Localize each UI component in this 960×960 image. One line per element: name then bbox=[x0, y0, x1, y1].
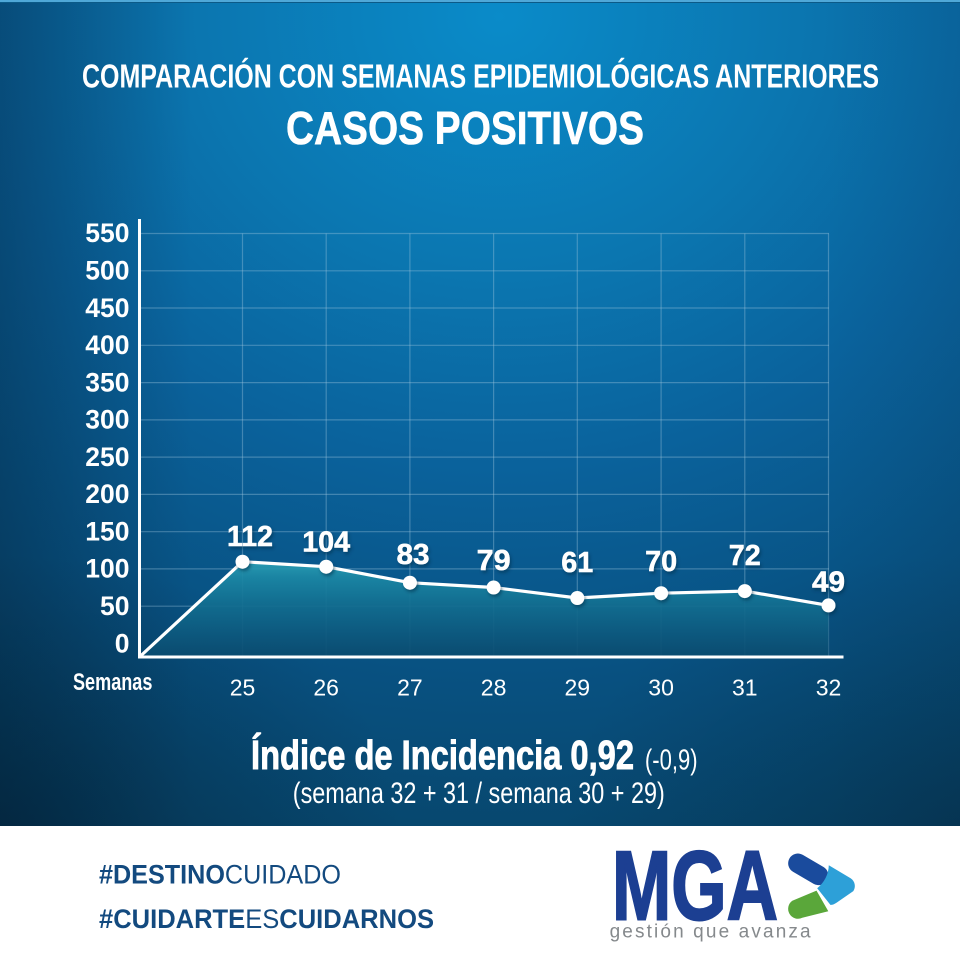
svg-text:Semanas: Semanas bbox=[73, 669, 152, 696]
svg-text:79: 79 bbox=[477, 545, 511, 577]
svg-text:0: 0 bbox=[115, 628, 130, 658]
svg-text:MGA: MGA bbox=[612, 831, 778, 941]
svg-text:450: 450 bbox=[85, 293, 129, 323]
svg-text:26: 26 bbox=[313, 675, 339, 701]
svg-text:150: 150 bbox=[85, 516, 129, 546]
svg-text:61: 61 bbox=[561, 547, 593, 579]
svg-text:100: 100 bbox=[85, 554, 129, 584]
svg-text:350: 350 bbox=[85, 367, 129, 397]
svg-text:104: 104 bbox=[302, 526, 350, 558]
svg-text:(semana 32 + 31 / semana 30 +: (semana 32 + 31 / semana 30 + 29) bbox=[293, 777, 665, 810]
svg-text:70: 70 bbox=[645, 546, 677, 578]
svg-text:400: 400 bbox=[85, 330, 129, 360]
svg-text:250: 250 bbox=[85, 442, 129, 472]
svg-text:COMPARACIÓN CON SEMANAS EPIDEM: COMPARACIÓN CON SEMANAS EPIDEMIOLÓGICAS … bbox=[82, 58, 879, 95]
svg-text:112: 112 bbox=[227, 521, 273, 553]
svg-text:83: 83 bbox=[397, 539, 430, 571]
svg-text:29: 29 bbox=[565, 675, 591, 701]
svg-text:#CUIDARTEESCUIDARNOS: #CUIDARTEESCUIDARNOS bbox=[99, 904, 434, 934]
svg-text:Índice de Incidencia 0,92: Índice de Incidencia 0,92 bbox=[251, 732, 634, 778]
svg-text:550: 550 bbox=[85, 218, 129, 248]
svg-text:31: 31 bbox=[732, 675, 758, 701]
svg-text:50: 50 bbox=[100, 591, 129, 621]
svg-text:#DESTINOCUIDADO: #DESTINOCUIDADO bbox=[99, 860, 341, 890]
svg-text:49: 49 bbox=[812, 567, 845, 599]
svg-text:300: 300 bbox=[85, 405, 129, 435]
svg-text:25: 25 bbox=[230, 675, 256, 701]
svg-text:(-0,9): (-0,9) bbox=[645, 744, 698, 776]
svg-text:500: 500 bbox=[85, 256, 129, 286]
svg-text:200: 200 bbox=[85, 479, 129, 509]
svg-text:32: 32 bbox=[816, 675, 842, 701]
svg-text:28: 28 bbox=[481, 675, 507, 701]
svg-text:CASOS POSITIVOS: CASOS POSITIVOS bbox=[286, 102, 644, 154]
svg-text:30: 30 bbox=[648, 675, 674, 701]
svg-text:72: 72 bbox=[729, 540, 761, 572]
svg-text:gestión que avanza: gestión que avanza bbox=[610, 922, 811, 943]
svg-text:27: 27 bbox=[397, 675, 423, 701]
